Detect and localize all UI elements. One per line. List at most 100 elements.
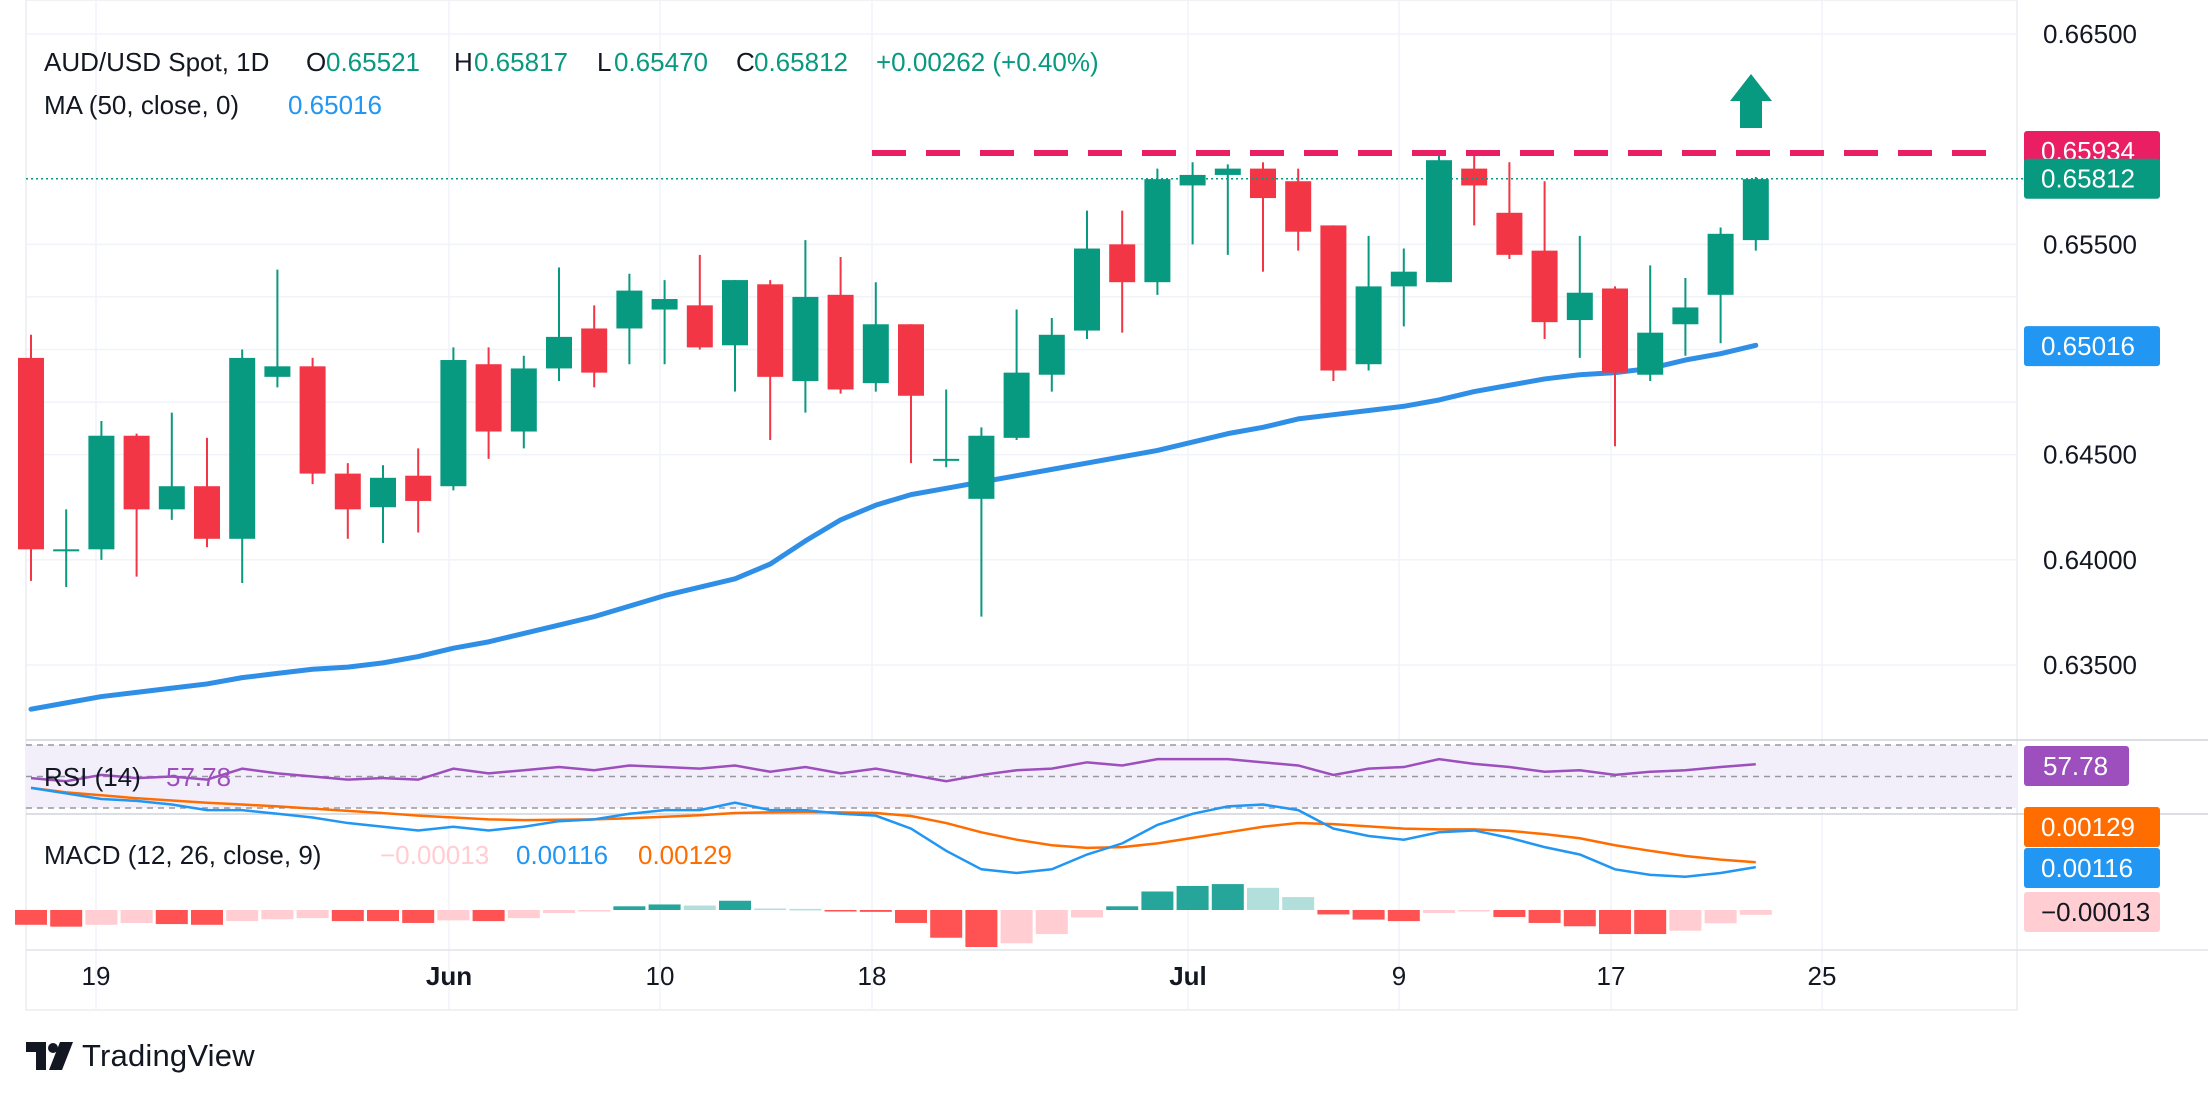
candle-body: [1179, 174, 1206, 186]
time-tick-label: 18: [858, 961, 887, 991]
candle: [1038, 317, 1065, 392]
macd-histogram-bar: [331, 910, 364, 922]
candle-body: [158, 486, 185, 510]
macd-signal-badge-bg: [2024, 807, 2160, 847]
candle-body: [686, 305, 713, 348]
price-axis[interactable]: 0.665000.655000.650000.645000.640000.635…: [2024, 19, 2160, 680]
candle-body: [334, 473, 361, 510]
candle-body: [1531, 250, 1558, 323]
time-tick-label: 9: [1392, 961, 1406, 991]
candle-body: [475, 364, 502, 432]
candle-body: [1742, 179, 1769, 241]
macd-histogram-bar: [1317, 910, 1350, 915]
macd-histogram-bar: [859, 910, 892, 912]
ma-legend-value: 0.65016: [288, 90, 382, 120]
macd-histogram-bar: [754, 908, 787, 911]
candle: [370, 465, 396, 544]
time-axis[interactable]: 19 Jun 10 18 Jul 9 17 25: [82, 961, 1837, 991]
tradingview-logo[interactable]: TradingView: [26, 1038, 255, 1074]
candle-body: [651, 299, 678, 310]
candle-body: [1707, 233, 1734, 295]
macd-histogram-bar: [1387, 910, 1420, 922]
macd-histogram-bar: [1035, 910, 1068, 935]
candle: [616, 273, 643, 365]
candle-body: [1602, 288, 1628, 373]
macd-histogram-bar: [824, 910, 857, 912]
candle: [1250, 162, 1276, 272]
macd-histogram-bar: [789, 908, 822, 911]
candle-body: [1390, 271, 1417, 287]
macd-pane: MACD (12, 26, close, 9) −0.00013 0.00116 0.…: [15, 786, 2160, 947]
macd-histogram-bar: [15, 910, 47, 925]
macd-histogram-bar: [1739, 910, 1772, 915]
candle: [1320, 225, 1347, 382]
macd-histogram-bar: [1458, 910, 1491, 912]
candle-body: [722, 280, 748, 346]
candle: [686, 254, 713, 350]
candle-body: [229, 357, 256, 539]
candle-body: [546, 336, 572, 369]
candle-body: [405, 475, 432, 501]
time-tick-label: 10: [646, 961, 675, 991]
candle-body: [862, 324, 889, 384]
macd-histogram-bar: [719, 900, 751, 910]
macd-histogram-bar: [402, 910, 435, 923]
candle-body: [1355, 286, 1382, 365]
candle: [475, 347, 502, 459]
macd-histogram-bar: [437, 910, 470, 921]
candle-body: [440, 360, 467, 487]
macd-histogram-bar: [1563, 910, 1596, 927]
low-label: L: [597, 47, 611, 77]
ma-price-badge-bg: [2024, 326, 2160, 367]
tradingview-logo-icon: [26, 1042, 73, 1070]
candle: [1602, 286, 1628, 447]
macd-histogram-bar: [1423, 910, 1455, 913]
macd-histogram-bar: [1141, 891, 1174, 910]
candle-body: [370, 477, 396, 508]
ma-price-badge: 0.65016: [2041, 331, 2135, 361]
candle-body: [581, 328, 608, 373]
macd-histogram-bar: [1000, 910, 1033, 944]
macd-hist-badge: −0.00013: [2041, 897, 2150, 927]
ohlc-values: O 0.65521 H 0.65817 L 0.65470 C 0.65812 …: [306, 47, 1099, 77]
macd-histogram-bar: [50, 910, 83, 927]
candle-body: [1003, 372, 1030, 438]
candle-body: [757, 284, 784, 377]
macd-hist-badge-bg: [2024, 892, 2160, 932]
candle: [1074, 210, 1100, 339]
macd-histogram-bar: [683, 905, 716, 910]
candle-body: [616, 290, 643, 329]
candle: [1461, 151, 1488, 226]
candle-body: [1285, 181, 1312, 232]
candle: [898, 324, 924, 464]
macd-histogram-bar: [1634, 910, 1667, 935]
candle: [229, 349, 256, 583]
close-value: 0.65812: [754, 47, 848, 77]
candle-body: [1426, 160, 1452, 283]
candle-body: [1496, 212, 1523, 255]
candle: [158, 412, 185, 520]
last-price-badge-bg: [2024, 158, 2160, 199]
candle-body: [1109, 244, 1136, 283]
macd-line: [30, 786, 1757, 878]
price-tick-label: 0.64500: [2043, 440, 2137, 470]
candle-body: [1637, 332, 1664, 375]
candle-body: [968, 435, 995, 499]
candle: [651, 280, 678, 365]
ma-legend-label: MA (50, close, 0): [44, 90, 239, 120]
candle: [1285, 168, 1312, 251]
macd-histogram-bar: [367, 910, 399, 922]
time-tick-label: Jul: [1169, 961, 1207, 991]
time-tick-label: Jun: [426, 961, 472, 991]
macd-histogram-bar: [613, 906, 646, 910]
candle-body: [1214, 168, 1241, 175]
candle-body: [1320, 225, 1347, 371]
candle: [546, 267, 572, 382]
candle-body: [1144, 179, 1171, 283]
candle: [88, 421, 115, 560]
rsi-badge-bg: [2024, 746, 2129, 786]
candle: [1144, 168, 1171, 295]
candle-body: [1672, 307, 1699, 325]
candle: [123, 433, 150, 577]
